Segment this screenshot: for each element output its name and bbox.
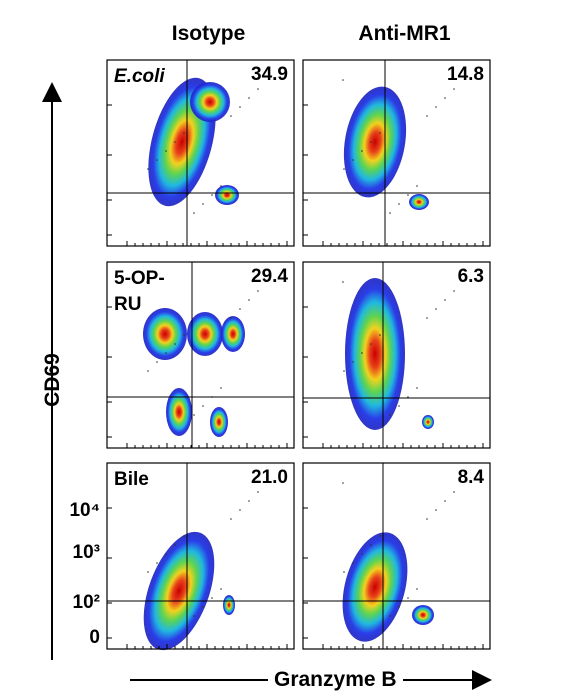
y-axis-title: CD69 xyxy=(40,353,64,407)
density-blob xyxy=(210,407,228,437)
density-blob xyxy=(143,308,187,360)
percentage: 34.9 xyxy=(251,64,288,85)
density-blob xyxy=(190,82,230,122)
density-panel xyxy=(302,261,491,449)
density-panel xyxy=(302,59,491,247)
density-blob xyxy=(221,316,245,352)
density-blob xyxy=(215,185,239,205)
density-panel xyxy=(106,462,295,651)
percentage: 29.4 xyxy=(251,266,288,287)
density-panel xyxy=(106,261,295,449)
y-tick-label: 0 xyxy=(89,627,100,648)
density-blob xyxy=(412,605,434,625)
density-blob xyxy=(223,595,235,615)
percentage: 8.4 xyxy=(457,467,484,488)
row-label: E.coli xyxy=(114,66,165,87)
density-blob xyxy=(422,415,434,429)
y-tick-label: 10⁴ xyxy=(69,500,100,521)
density-blob xyxy=(409,194,429,210)
density-blob xyxy=(187,312,223,356)
x-axis-title: Granzyme B xyxy=(268,668,403,692)
density-blob xyxy=(166,388,192,436)
row-label: Bile xyxy=(114,469,149,490)
panel-frame xyxy=(106,462,295,650)
density-blob xyxy=(343,86,407,198)
panel-frame xyxy=(106,59,295,247)
panel-frame xyxy=(302,462,491,650)
y-tick-label: 10³ xyxy=(72,542,100,563)
row-label: 5-OP-RU xyxy=(114,268,165,315)
density-blob xyxy=(342,532,408,642)
density-panel xyxy=(302,462,491,650)
density-blob xyxy=(345,278,405,430)
panel-frame xyxy=(302,59,491,247)
panel-frame xyxy=(302,261,491,449)
y-tick-label: 10² xyxy=(72,592,100,613)
column-header: Isotype xyxy=(171,22,246,45)
percentage: 6.3 xyxy=(457,266,484,287)
percentage: 14.8 xyxy=(447,64,484,85)
column-header: Anti-MR1 xyxy=(358,22,451,45)
density-blob xyxy=(143,531,215,651)
density-panel xyxy=(106,59,295,247)
panel-frame xyxy=(106,261,295,449)
percentage: 21.0 xyxy=(251,467,288,488)
